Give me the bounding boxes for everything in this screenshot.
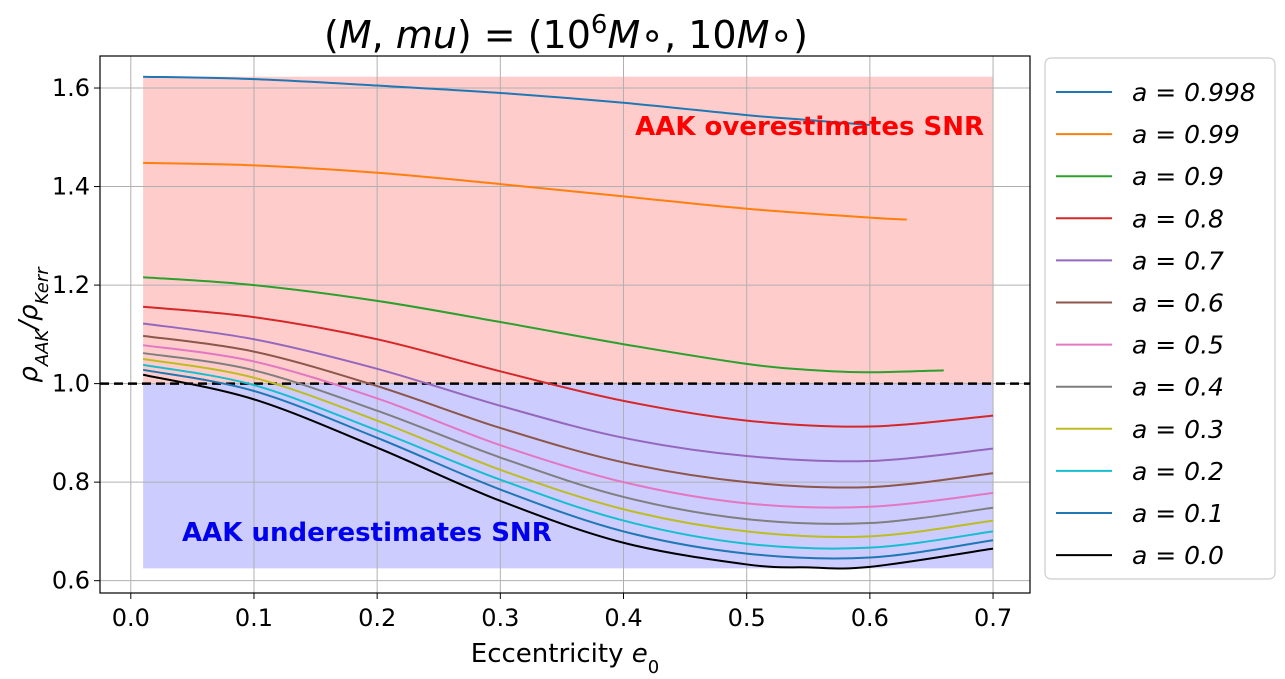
y-tick-label: 1.6 — [52, 74, 90, 102]
series-line-11 — [142, 373, 994, 570]
plot-frame — [99, 55, 1031, 594]
legend-label-8: a = 0.3 — [1132, 415, 1224, 444]
y-tick-label: 1.4 — [52, 173, 90, 201]
legend-label-5: a = 0.6 — [1132, 289, 1224, 318]
x-tick-label: 0.3 — [481, 604, 519, 632]
region-0 — [143, 76, 994, 384]
legend-label-6: a = 0.5 — [1132, 331, 1224, 360]
y-tick-label: 0.6 — [52, 567, 90, 595]
legend-label-0: a = 0.998 — [1132, 78, 1256, 107]
legend-label-10: a = 0.1 — [1132, 499, 1224, 528]
legend-frame — [1044, 57, 1276, 580]
y-tick-label: 1.0 — [52, 370, 90, 398]
series-line-9 — [142, 363, 994, 550]
y-tick-label: 1.2 — [52, 271, 90, 299]
legend-label-2: a = 0.9 — [1132, 162, 1224, 191]
x-tick-label: 0.2 — [358, 604, 396, 632]
legend-label-7: a = 0.4 — [1132, 373, 1224, 402]
region-label-0: AAK overestimates SNR — [635, 112, 984, 142]
series-line-4 — [142, 322, 994, 463]
y-tick-label: 0.8 — [52, 468, 90, 496]
x-tick-label: 0.1 — [235, 604, 273, 632]
series-line-7 — [142, 352, 994, 525]
y-axis-ticks: 0.6 0.8 1.0 1.2 1.4 1.6 — [52, 74, 100, 595]
x-tick-label: 0.0 — [112, 604, 150, 632]
series-line-2 — [143, 276, 944, 374]
series-line-6 — [142, 344, 994, 509]
legend: a = 0.998 a = 0.99 a = 0.9 a = 0.8 a = 0.7 a … — [1044, 57, 1276, 580]
series-line-3 — [143, 305, 994, 428]
plot-regions — [143, 76, 994, 569]
series-line-1 — [143, 161, 907, 221]
legend-label-11: a = 0.0 — [1132, 541, 1224, 570]
series-line-5 — [142, 334, 994, 489]
region-labels: AAK overestimates SNR AAK underestimates … — [182, 112, 984, 548]
chart-title: (M, mu) = (106M∘, 10M∘) — [324, 10, 808, 57]
x-tick-label: 0.4 — [604, 604, 642, 632]
series-line-0 — [143, 75, 870, 126]
region-label-1: AAK underestimates SNR — [182, 518, 552, 548]
x-axis-label: Eccentricity e0 — [471, 639, 659, 678]
legend-items: a = 0.998 a = 0.99 a = 0.9 a = 0.8 a = 0.7 a … — [1056, 78, 1256, 570]
x-tick-label: 0.6 — [851, 604, 889, 632]
series-line-10 — [142, 368, 994, 560]
x-axis-ticks: 0.0 0.1 0.2 0.3 0.4 0.5 0.6 0.7 — [112, 593, 1012, 632]
legend-label-4: a = 0.7 — [1132, 246, 1224, 275]
x-tick-label: 0.7 — [974, 604, 1012, 632]
y-axis-label: ρAAK/ρKerr — [14, 266, 53, 383]
legend-label-3: a = 0.8 — [1132, 204, 1224, 233]
series-line-8 — [142, 358, 994, 538]
legend-label-1: a = 0.99 — [1132, 120, 1240, 149]
x-tick-label: 0.5 — [728, 604, 766, 632]
legend-label-9: a = 0.2 — [1132, 457, 1224, 486]
series-lines — [142, 75, 994, 570]
